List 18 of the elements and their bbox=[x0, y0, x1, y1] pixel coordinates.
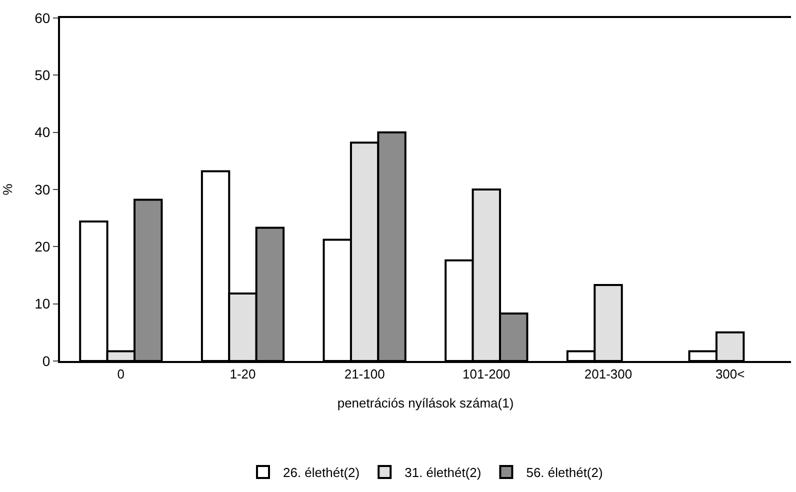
y-tick-label: 60 bbox=[34, 10, 50, 26]
x-tick-label: 101-200 bbox=[462, 366, 510, 382]
y-tick-label: 20 bbox=[34, 238, 50, 255]
x-tick-label: 21-100 bbox=[344, 366, 385, 382]
legend-label: 26. élethét(2) bbox=[283, 465, 360, 480]
x-axis-title: penetrációs nyílások száma(1) bbox=[337, 396, 514, 411]
legend-label: 56. élethét(2) bbox=[526, 465, 603, 480]
y-tick-label: 10 bbox=[34, 296, 50, 312]
y-tick-label: 40 bbox=[34, 124, 50, 140]
y-tick-label: 50 bbox=[34, 67, 50, 84]
x-tick-label: 201-300 bbox=[584, 366, 632, 382]
x-tick-label: 300< bbox=[715, 366, 745, 382]
y-tick-label: 30 bbox=[34, 181, 50, 198]
y-tick-label: 0 bbox=[42, 352, 50, 369]
y-axis-title: % bbox=[0, 183, 15, 196]
legend-label: 31. élethét(2) bbox=[404, 465, 482, 480]
x-tick-label: 0 bbox=[117, 366, 125, 382]
x-tick-label: 1-20 bbox=[230, 366, 256, 382]
